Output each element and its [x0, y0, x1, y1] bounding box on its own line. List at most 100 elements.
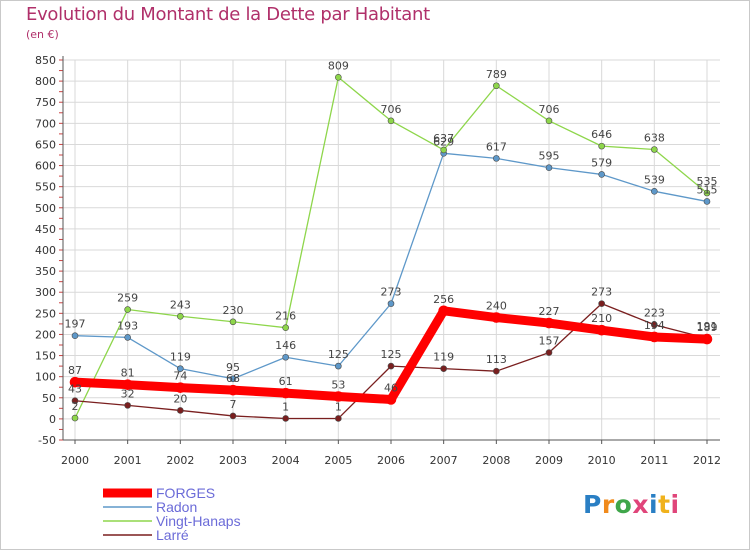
logo-letter: o	[614, 490, 633, 519]
logo-letter: r	[601, 490, 615, 519]
point-forges	[69, 376, 81, 388]
point-vingt-hanaps	[440, 146, 447, 154]
proxiti-logo: Proxiti	[583, 490, 680, 519]
data-label-forges: 227	[539, 305, 560, 318]
data-label-vingt-hanaps: 637	[433, 132, 454, 145]
point-radon	[598, 171, 605, 178]
data-label-larr-: 223	[644, 307, 665, 320]
data-label-forges: 194	[644, 319, 665, 332]
point-forges	[227, 384, 239, 396]
y-tick-label: 850	[35, 54, 56, 67]
y-tick-label: 50	[42, 392, 56, 405]
y-tick-label: 400	[35, 244, 56, 257]
point-forges	[122, 379, 133, 390]
data-label-vingt-hanaps: 706	[381, 103, 402, 116]
x-tick-label: 2011	[640, 454, 668, 467]
data-label-vingt-hanaps: 706	[539, 103, 560, 116]
data-label-forges: 189	[697, 321, 718, 334]
data-label-forges: 61	[279, 375, 293, 388]
legend-label-forges: FORGES	[156, 485, 215, 501]
data-label-larr-: 273	[591, 286, 612, 299]
y-tick-label: 750	[35, 96, 56, 109]
point-forges	[543, 317, 555, 329]
x-tick-label: 2008	[482, 454, 510, 467]
y-tick-label: 450	[35, 223, 56, 236]
y-tick-label: 650	[35, 138, 56, 151]
legend-label-vingt-hanaps: Vingt-Hanaps	[156, 513, 241, 529]
x-tick-label: 2002	[166, 454, 194, 467]
y-tick-label: 0	[49, 413, 56, 426]
point-radon	[282, 353, 289, 361]
point-vingt-hanaps	[229, 318, 237, 326]
y-tick-label: 700	[35, 117, 56, 130]
data-label-radon: 125	[328, 348, 349, 361]
data-label-vingt-hanaps: 230	[223, 304, 244, 317]
data-label-radon: 617	[486, 140, 507, 153]
point-vingt-hanaps	[651, 146, 658, 153]
chart-title: Evolution du Montant de la Dette par Hab…	[26, 4, 430, 25]
data-label-vingt-hanaps: 809	[328, 59, 349, 72]
y-tick-label: 150	[35, 350, 56, 363]
logo-letter: x	[632, 490, 649, 519]
data-label-radon: 273	[381, 286, 402, 299]
point-vingt-hanaps	[387, 117, 395, 125]
data-label-vingt-hanaps: 259	[117, 292, 138, 305]
point-forges	[701, 333, 713, 345]
logo-letter: P	[583, 490, 602, 519]
point-forges	[333, 391, 344, 402]
data-label-vingt-hanaps: 243	[170, 298, 191, 311]
point-vingt-hanaps	[124, 306, 131, 313]
x-tick-label: 2003	[219, 454, 247, 467]
point-forges	[491, 312, 502, 323]
point-forges	[649, 331, 660, 343]
data-label-vingt-hanaps: 646	[591, 128, 612, 141]
data-label-larr-: 125	[381, 348, 402, 361]
point-larr-	[493, 367, 500, 375]
y-tick-label: 500	[35, 202, 56, 215]
point-vingt-hanaps	[282, 324, 289, 331]
data-label-forges: 53	[331, 379, 345, 392]
point-larr-	[387, 362, 395, 370]
point-larr-	[598, 300, 605, 307]
data-label-vingt-hanaps: 216	[275, 310, 296, 323]
logo-letter: t	[658, 490, 671, 519]
point-radon	[387, 300, 395, 307]
point-vingt-hanaps	[71, 414, 79, 422]
y-tick-label: 250	[35, 307, 56, 320]
x-tick-label: 2012	[693, 454, 721, 467]
point-forges	[280, 387, 291, 399]
point-larr-	[440, 365, 447, 372]
y-tick-label: 550	[35, 181, 56, 194]
y-tick-label: 350	[35, 265, 56, 278]
point-radon	[124, 334, 131, 341]
point-radon	[651, 188, 658, 195]
y-tick-label: 800	[35, 75, 56, 88]
data-label-forges: 210	[591, 312, 612, 325]
data-label-larr-: 1	[282, 400, 289, 413]
point-radon	[71, 332, 79, 340]
data-label-forges: 46	[384, 381, 398, 394]
data-label-radon: 95	[226, 361, 240, 374]
data-label-larr-: 157	[539, 335, 560, 348]
point-vingt-hanaps	[703, 189, 711, 197]
data-label-larr-: 43	[68, 383, 82, 396]
data-label-radon: 193	[117, 319, 138, 332]
x-tick-label: 2007	[430, 454, 458, 467]
data-label-vingt-hanaps: 2	[72, 400, 79, 413]
point-larr-	[545, 349, 553, 356]
data-label-forges: 68	[226, 372, 240, 385]
unit-label: (en €)	[26, 28, 59, 41]
data-label-radon: 595	[539, 150, 560, 163]
data-label-radon: 629	[433, 135, 454, 148]
point-forges	[175, 382, 186, 393]
data-label-larr-: 7	[230, 398, 237, 411]
point-larr-	[229, 412, 237, 420]
point-vingt-hanaps	[598, 142, 605, 150]
point-forges	[596, 324, 607, 336]
data-label-larr-: 32	[121, 387, 135, 400]
data-label-forges: 256	[433, 293, 454, 306]
